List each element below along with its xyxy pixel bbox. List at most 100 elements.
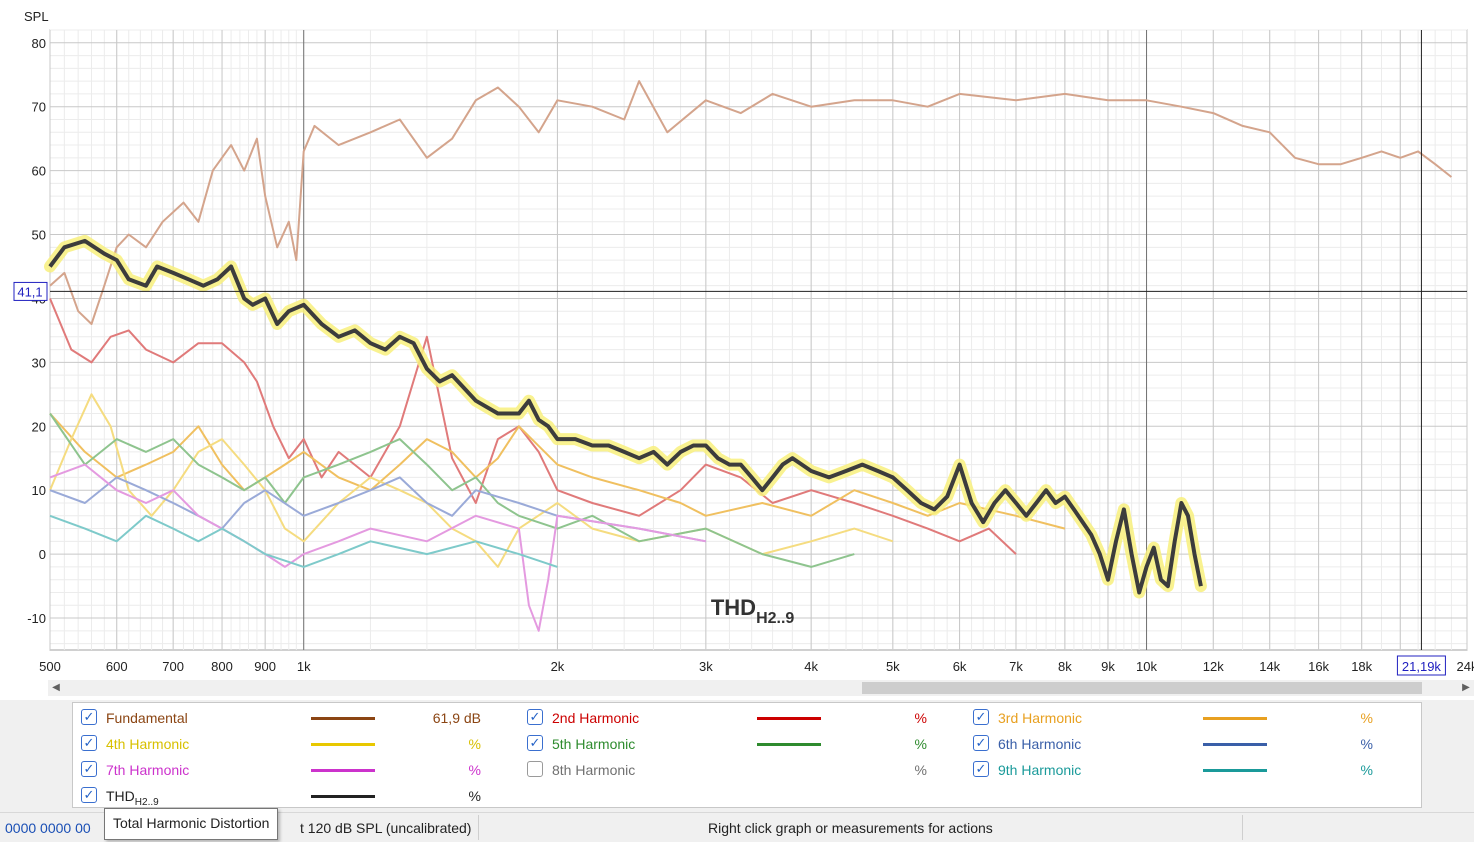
legend-value: %	[914, 710, 927, 726]
legend-value: %	[468, 788, 481, 804]
series-line-5th-harmonic	[49, 412, 855, 568]
scrollbar-thumb[interactable]	[862, 682, 1422, 694]
series-line-2nd-harmonic	[49, 298, 1017, 555]
cursor-x-label: 21,19k	[1402, 659, 1442, 674]
legend-value: %	[468, 736, 481, 752]
legend-item-9th-harmonic[interactable]: ✓ 9th Harmonic%	[973, 757, 1393, 781]
legend-value: %	[1360, 762, 1373, 778]
legend-label: 8th Harmonic	[552, 762, 636, 778]
y-tick-label: 70	[32, 100, 46, 115]
legend-item-thd[interactable]: ✓ THDH2..9%	[81, 783, 501, 808]
legend-checkbox[interactable]: ✓	[81, 787, 97, 803]
x-tick-label: 500	[39, 659, 61, 674]
y-tick-label: 60	[32, 164, 46, 179]
legend-checkbox[interactable]: ✓	[527, 709, 543, 725]
legend-swatch	[311, 795, 375, 798]
x-tick-label: 24k	[1457, 659, 1474, 674]
legend-label: 7th Harmonic	[106, 762, 190, 778]
x-tick-label: 7k	[1009, 659, 1023, 674]
status-calibration: t 120 dB SPL (uncalibrated)	[300, 820, 472, 836]
y-axis-label: SPL	[24, 9, 49, 24]
scroll-left-arrow-icon[interactable]: ◀	[52, 682, 60, 693]
legend-item-2nd-harmonic[interactable]: ✓ 2nd Harmonic%	[527, 705, 947, 729]
status-hint: Right click graph or measurements for ac…	[708, 820, 993, 836]
legend-swatch	[1203, 769, 1267, 772]
legend-checkbox[interactable]: ✓	[973, 735, 989, 751]
legend-label: 5th Harmonic	[552, 736, 636, 752]
x-tick-label: 1k	[297, 659, 311, 674]
legend-swatch	[311, 769, 375, 772]
y-tick-label: 80	[32, 36, 46, 51]
legend-checkbox[interactable]: ✓	[527, 761, 543, 777]
x-tick-label: 700	[162, 659, 184, 674]
legend-item-5th-harmonic[interactable]: ✓ 5th Harmonic%	[527, 731, 947, 755]
x-tick-label: 16k	[1308, 659, 1329, 674]
legend-value: %	[1360, 710, 1373, 726]
legend-checkbox[interactable]: ✓	[973, 761, 989, 777]
x-tick-label: 4k	[804, 659, 818, 674]
legend-label: THDH2..9	[106, 788, 159, 808]
cursor-y-box	[13, 281, 48, 301]
legend-checkbox[interactable]: ✓	[81, 709, 97, 725]
y-tick-labels: 80706050403020100-10	[27, 36, 46, 626]
graph-area[interactable]: SPL 80706050403020100-10 500600700800900…	[0, 0, 1474, 700]
tooltip: Total Harmonic Distortion	[104, 808, 279, 840]
legend-value: %	[914, 762, 927, 778]
y-tick-label: 10	[32, 483, 46, 498]
x-tick-label: 600	[106, 659, 128, 674]
cursor-y-label: 41,1	[17, 284, 42, 299]
legend-label: 6th Harmonic	[998, 736, 1082, 752]
legend-item-4th-harmonic[interactable]: ✓ 4th Harmonic%	[81, 731, 501, 755]
x-tick-label: 2k	[551, 659, 565, 674]
series-line-7th-harmonic	[49, 463, 706, 632]
legend-item-7th-harmonic[interactable]: ✓ 7th Harmonic%	[81, 757, 501, 781]
x-tick-label: 8k	[1058, 659, 1072, 674]
series-line-6th-harmonic	[49, 476, 706, 543]
x-tick-label: 6k	[953, 659, 967, 674]
legend-label: 4th Harmonic	[106, 736, 190, 752]
legend-value: 61,9 dB	[432, 710, 481, 726]
legend-checkbox[interactable]: ✓	[81, 735, 97, 751]
legend-swatch	[311, 743, 375, 746]
y-tick-label: 0	[39, 547, 46, 562]
legend-checkbox[interactable]: ✓	[973, 709, 989, 725]
legend-item-fundamental[interactable]: ✓ Fundamental 61,9 dB	[81, 705, 501, 729]
legend-value: %	[914, 736, 927, 752]
plot-frame	[49, 29, 1468, 651]
series-line-fundamental	[49, 80, 1453, 325]
x-tick-label: 18k	[1351, 659, 1372, 674]
series-line-9th-harmonic	[49, 514, 558, 568]
y-tick-label: 20	[32, 419, 46, 434]
x-tick-label: 14k	[1259, 659, 1280, 674]
x-tick-label: 3k	[699, 659, 713, 674]
cursor[interactable]: 41,1 21,19k	[13, 30, 1467, 676]
legend-swatch	[757, 717, 821, 720]
legend-item-8th-harmonic[interactable]: ✓ 8th Harmonic%	[527, 757, 947, 781]
legend-label: Fundamental	[106, 710, 188, 726]
legend-checkbox[interactable]: ✓	[81, 761, 97, 777]
legend-label: 9th Harmonic	[998, 762, 1082, 778]
y-tick-label: 50	[32, 228, 46, 243]
x-tick-label: 800	[211, 659, 233, 674]
legend-swatch	[311, 717, 375, 720]
x-tick-label: 5k	[886, 659, 900, 674]
legend-checkbox[interactable]: ✓	[527, 735, 543, 751]
scroll-right-arrow-icon[interactable]: ▶	[1462, 682, 1470, 693]
legend-swatch	[1203, 717, 1267, 720]
cursor-x-box	[1396, 655, 1446, 676]
x-tick-label: 12k	[1203, 659, 1224, 674]
grid-minor	[49, 29, 1468, 651]
x-tick-label: 9k	[1101, 659, 1115, 674]
x-tick-labels: 500 600 700 800 900 1k 2k 3k 4k 5k 6k 7k 8k 9k 10k 12k 1…	[39, 659, 1474, 674]
series-line-3rd-harmonic	[49, 412, 1066, 530]
spl-chart[interactable]: SPL 80706050403020100-10 500600700800900…	[0, 0, 1474, 680]
horizontal-scrollbar[interactable]: ◀ ▶	[48, 680, 1474, 696]
measurement-legend: ✓ Fundamental 61,9 dB ✓ 2nd Harmonic% ✓ 3rd Ha…	[72, 702, 1422, 808]
legend-value: %	[468, 762, 481, 778]
legend-item-3rd-harmonic[interactable]: ✓ 3rd Harmonic%	[973, 705, 1393, 729]
legend-label: 3rd Harmonic	[998, 710, 1083, 726]
series-layer	[44, 80, 1453, 632]
legend-item-6th-harmonic[interactable]: ✓ 6th Harmonic%	[973, 731, 1393, 755]
x-tick-label: 10k	[1136, 659, 1157, 674]
legend-swatch	[1203, 743, 1267, 746]
